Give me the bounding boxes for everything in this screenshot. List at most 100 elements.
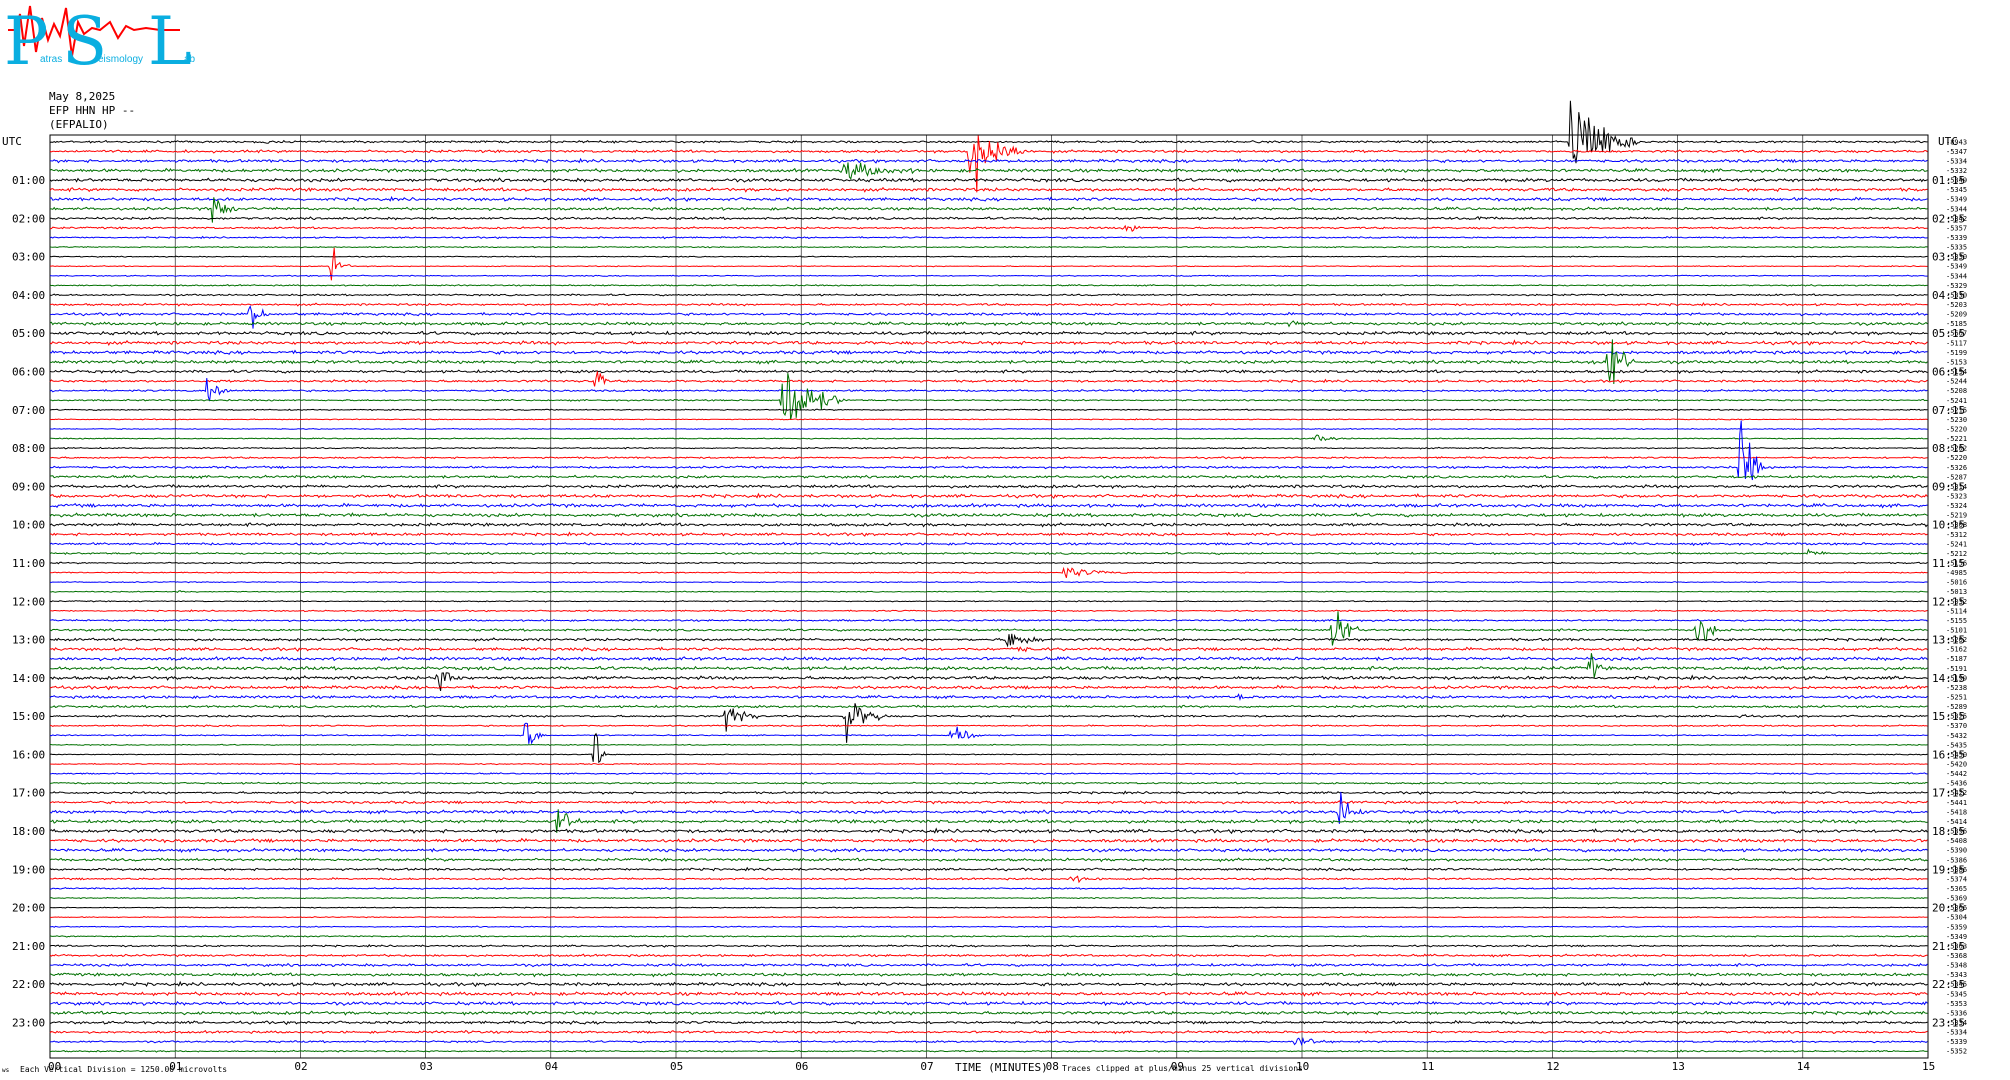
seismic-trace [50,581,1928,584]
line-value-label: -5191 [1946,665,1967,673]
seismic-trace [49,693,1928,701]
seismic-trace [49,1020,1928,1026]
logo-word-eismology: eismology [98,54,143,65]
seismic-trace [49,330,1928,337]
line-value-label: -5349 [1946,933,1967,941]
left-hour-label: 09:00 [12,480,45,493]
line-value-label: -5304 [1946,914,1967,922]
seismic-trace [49,245,1928,249]
x-axis-title: TIME (MINUTES) [955,1061,1048,1074]
left-hour-label: 04:00 [12,289,45,302]
seismic-trace [49,827,1928,835]
seismic-trace [49,339,1928,346]
line-value-label: -5363 [1946,942,1967,950]
right-hour-label: 11:15 [1932,557,1965,570]
seismic-trace [49,887,1928,890]
seismic-trace [49,502,1928,509]
left-hour-label: 11:00 [12,557,45,570]
right-hour-label: 19:15 [1932,863,1965,876]
left-hour-label: 17:00 [12,787,45,800]
line-value-label: -5244 [1946,378,1967,386]
right-hour-label: 18:15 [1932,825,1965,838]
seismic-trace [49,609,1928,613]
seismic-trace [49,320,1928,328]
line-value-label: -5241 [1946,397,1967,405]
right-hour-label: 15:15 [1932,710,1965,723]
line-value-label: -5329 [1946,282,1967,290]
right-hour-label: 03:15 [1932,251,1965,264]
line-value-label: -5336 [1946,1009,1967,1017]
line-value-label: -5334 [1946,1029,1967,1037]
seismic-trace [49,492,1928,499]
line-value-label: -5101 [1946,627,1967,635]
grid-layer [49,134,1929,1059]
x-tick-label: 04 [545,1060,559,1073]
right-hour-label: 22:15 [1932,978,1965,991]
seismic-trace [49,100,1928,164]
left-hour-label: 10:00 [12,519,45,532]
left-hour-label: 22:00 [12,978,45,991]
footer-scale-note: Each Vertical Division = 1250.00 microvo… [20,1065,227,1074]
seismic-trace [50,373,1928,420]
seismic-trace [50,906,1928,909]
line-value-label: -5287 [1946,473,1967,481]
seismic-trace [49,434,1928,442]
line-value-label: -5374 [1946,875,1967,883]
left-hour-label: 01:00 [12,174,45,187]
left-hour-label: 23:00 [12,1016,45,1029]
left-hour-label: 12:00 [12,595,45,608]
seismic-trace [49,548,1928,556]
seismic-trace [49,531,1928,537]
line-value-label: -5212 [1946,550,1967,558]
seismic-trace [49,377,1928,402]
line-value-label: -5441 [1946,799,1967,807]
seismic-trace [49,177,1928,183]
line-value-label: -5215 [1946,406,1967,414]
line-value-label: -5348 [1946,962,1967,970]
left-hour-label: 13:00 [12,634,45,647]
line-value-label: -5251 [1946,694,1967,702]
x-tick-label: 03 [420,1060,433,1073]
line-value-label: -5359 [1946,923,1967,931]
seismic-trace [49,743,1928,747]
x-tick-label: 05 [670,1060,683,1073]
seismic-trace [49,162,1928,180]
seismic-trace [49,512,1928,518]
seismic-trace [49,590,1928,594]
line-value-label: -5230 [1946,416,1967,424]
seismic-trace [49,611,1928,646]
line-value-label: -5332 [1946,167,1967,175]
left-hour-label: 15:00 [12,710,45,723]
seismic-trace [49,772,1928,776]
seismic-trace [49,732,1928,764]
right-hour-label: 21:15 [1932,940,1965,953]
seismic-trace [49,215,1928,221]
seismic-trace [49,655,1928,662]
left-hour-label: 16:00 [12,748,45,761]
line-value-label: -5345 [1946,981,1967,989]
right-hour-label: 16:15 [1932,748,1965,761]
line-value-label: -5343 [1946,971,1967,979]
seismic-trace [49,1029,1928,1035]
logo-letter-p: P [4,3,48,80]
seismic-trace [49,791,1928,824]
seismic-trace [49,684,1928,691]
seismic-trace [49,561,1928,565]
seismic-trace [49,633,1928,648]
trace-layer [49,100,1928,1053]
seismic-trace [49,566,1928,578]
right-hour-label: 09:15 [1932,480,1965,493]
line-value-label: -5390 [1946,847,1967,855]
seismic-trace [49,847,1928,853]
line-value-label: -5013 [1946,588,1967,596]
line-value-label: -4985 [1946,569,1967,577]
line-value-label: -5396 [1946,828,1967,836]
x-tick-label: 06 [795,1060,808,1073]
line-value-label: -5162 [1946,646,1967,654]
line-value-label: -5667 [1946,330,1967,338]
seismic-trace [49,703,1928,743]
seismic-trace [49,866,1928,872]
right-hour-label: 13:15 [1932,634,1965,647]
line-value-label: -5450 [1946,751,1967,759]
